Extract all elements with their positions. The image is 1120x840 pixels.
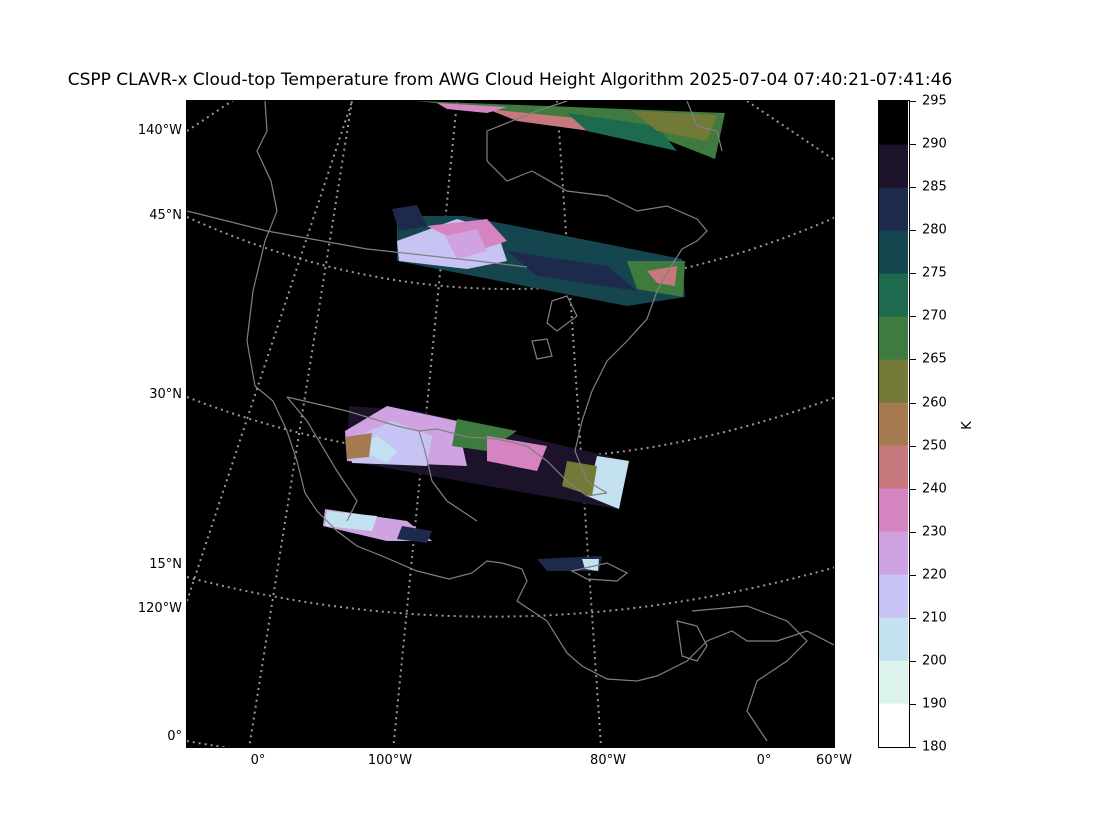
swath-great-lakes bbox=[392, 205, 685, 306]
colorbar-tick bbox=[910, 445, 916, 447]
colorbar-band bbox=[879, 230, 908, 274]
colorbar-band bbox=[879, 703, 908, 746]
colorbar-band bbox=[879, 660, 908, 704]
colorbar-tick bbox=[910, 488, 916, 490]
colorbar-tick bbox=[910, 230, 916, 232]
lon-label-140w: 140°W bbox=[137, 123, 182, 138]
lon-label-120w: 120°W bbox=[137, 601, 182, 616]
cloud-swaths bbox=[323, 101, 725, 571]
colorbar-tick-label: 190 bbox=[922, 696, 947, 712]
colorbar-band bbox=[879, 574, 908, 618]
colorbar-tick-label: 200 bbox=[922, 653, 947, 669]
colorbar-tick-label: 270 bbox=[922, 308, 947, 324]
map-canvas bbox=[187, 101, 834, 747]
colorbar-tick-label: 230 bbox=[922, 524, 947, 540]
colorbar-band bbox=[879, 531, 908, 575]
swath-gulf bbox=[345, 406, 629, 509]
lat-label-15n: 15°N bbox=[149, 557, 182, 572]
colorbar-tick-label: 290 bbox=[922, 136, 947, 152]
colorbar-band bbox=[879, 488, 908, 532]
colorbar-tick bbox=[910, 144, 916, 146]
colorbar-tick-label: 280 bbox=[922, 222, 947, 238]
bottom-label-0-left: 0° bbox=[250, 753, 266, 768]
colorbar-tick bbox=[910, 187, 916, 189]
swath-caribbean-scatter bbox=[537, 556, 602, 571]
colorbar-band bbox=[879, 273, 908, 317]
colorbar bbox=[878, 100, 910, 748]
colorbar-gradient bbox=[879, 101, 908, 746]
colorbar-band bbox=[879, 144, 908, 188]
colorbar-tick-label: 210 bbox=[922, 610, 947, 626]
bottom-label-100w: 100°W bbox=[367, 753, 413, 768]
colorbar-tick-label: 295 bbox=[922, 93, 947, 109]
colorbar-band bbox=[879, 445, 908, 489]
colorbar-tick-label: 265 bbox=[922, 351, 947, 367]
colorbar-tick bbox=[910, 359, 916, 361]
swath-northern-canada bbox=[417, 101, 725, 159]
colorbar-band bbox=[879, 359, 908, 403]
colorbar-tick-label: 260 bbox=[922, 395, 947, 410]
colorbar-unit: K bbox=[959, 421, 975, 430]
colorbar-tick bbox=[910, 531, 916, 533]
lat-label-45n: 45°N bbox=[149, 208, 182, 223]
colorbar-tick bbox=[910, 574, 916, 576]
colorbar-tick bbox=[910, 316, 916, 318]
colorbar-band bbox=[879, 617, 908, 661]
colorbar-tick bbox=[910, 402, 916, 404]
colorbar-tick bbox=[910, 747, 916, 748]
lat-label-30n: 30°N bbox=[149, 387, 182, 402]
colorbar-band bbox=[879, 402, 908, 446]
colorbar-tick bbox=[910, 660, 916, 662]
map-title: CSPP CLAVR-x Cloud-top Temperature from … bbox=[67, 70, 953, 90]
colorbar-tick bbox=[910, 101, 916, 102]
bottom-label-0-right: 0° bbox=[756, 753, 772, 768]
map-panel bbox=[186, 100, 835, 748]
colorbar-band bbox=[879, 316, 908, 360]
bottom-label-60w: 60°W bbox=[816, 753, 852, 768]
colorbar-band bbox=[879, 187, 908, 231]
coastlines bbox=[187, 101, 834, 742]
colorbar-tick-label: 220 bbox=[922, 567, 947, 583]
colorbar-tick-label: 250 bbox=[922, 438, 947, 453]
colorbar-tick bbox=[910, 703, 916, 705]
colorbar-tick-label: 285 bbox=[922, 179, 947, 195]
bottom-label-80w: 80°W bbox=[590, 753, 626, 768]
colorbar-tick-label: 275 bbox=[922, 265, 947, 281]
colorbar-tick bbox=[910, 617, 916, 619]
colorbar-tick bbox=[910, 273, 916, 275]
lat-label-0: 0° bbox=[167, 729, 182, 744]
colorbar-band bbox=[879, 101, 908, 145]
colorbar-tick-label: 240 bbox=[922, 481, 947, 497]
swath-mexico bbox=[323, 509, 432, 543]
colorbar-tick-label: 180 bbox=[922, 739, 947, 755]
